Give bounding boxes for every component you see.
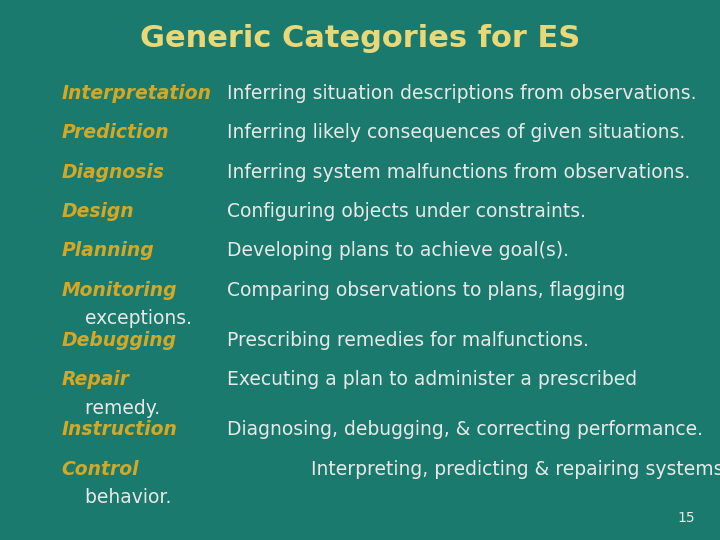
Text: 15: 15	[678, 511, 695, 525]
Text: Repair: Repair	[61, 370, 129, 389]
Text: Planning: Planning	[61, 241, 154, 260]
Text: Design: Design	[61, 202, 134, 221]
Text: Developing plans to achieve goal(s).: Developing plans to achieve goal(s).	[227, 241, 569, 260]
Text: Interpreting, predicting & repairing systems: Interpreting, predicting & repairing sys…	[227, 460, 720, 479]
Text: Debugging: Debugging	[61, 331, 176, 350]
Text: behavior.: behavior.	[61, 488, 171, 507]
Text: Monitoring: Monitoring	[61, 281, 176, 300]
Text: Generic Categories for ES: Generic Categories for ES	[140, 24, 580, 53]
Text: Inferring situation descriptions from observations.: Inferring situation descriptions from ob…	[227, 84, 696, 103]
Text: exceptions.: exceptions.	[61, 309, 192, 328]
Text: Comparing observations to plans, flagging: Comparing observations to plans, flaggin…	[227, 281, 625, 300]
Text: remedy.: remedy.	[61, 399, 161, 417]
Text: Configuring objects under constraints.: Configuring objects under constraints.	[227, 202, 586, 221]
Text: Executing a plan to administer a prescribed: Executing a plan to administer a prescri…	[227, 370, 637, 389]
Text: Prescribing remedies for malfunctions.: Prescribing remedies for malfunctions.	[227, 331, 589, 350]
Text: Instruction: Instruction	[61, 420, 177, 440]
Text: Diagnosis: Diagnosis	[61, 163, 164, 181]
Text: Inferring system malfunctions from observations.: Inferring system malfunctions from obser…	[227, 163, 690, 181]
Text: Interpretation: Interpretation	[61, 84, 211, 103]
Text: Prediction: Prediction	[61, 123, 168, 142]
Text: Control: Control	[61, 460, 139, 479]
Text: Diagnosing, debugging, & correcting performance.: Diagnosing, debugging, & correcting perf…	[227, 420, 703, 440]
Text: Inferring likely consequences of given situations.: Inferring likely consequences of given s…	[227, 123, 685, 142]
